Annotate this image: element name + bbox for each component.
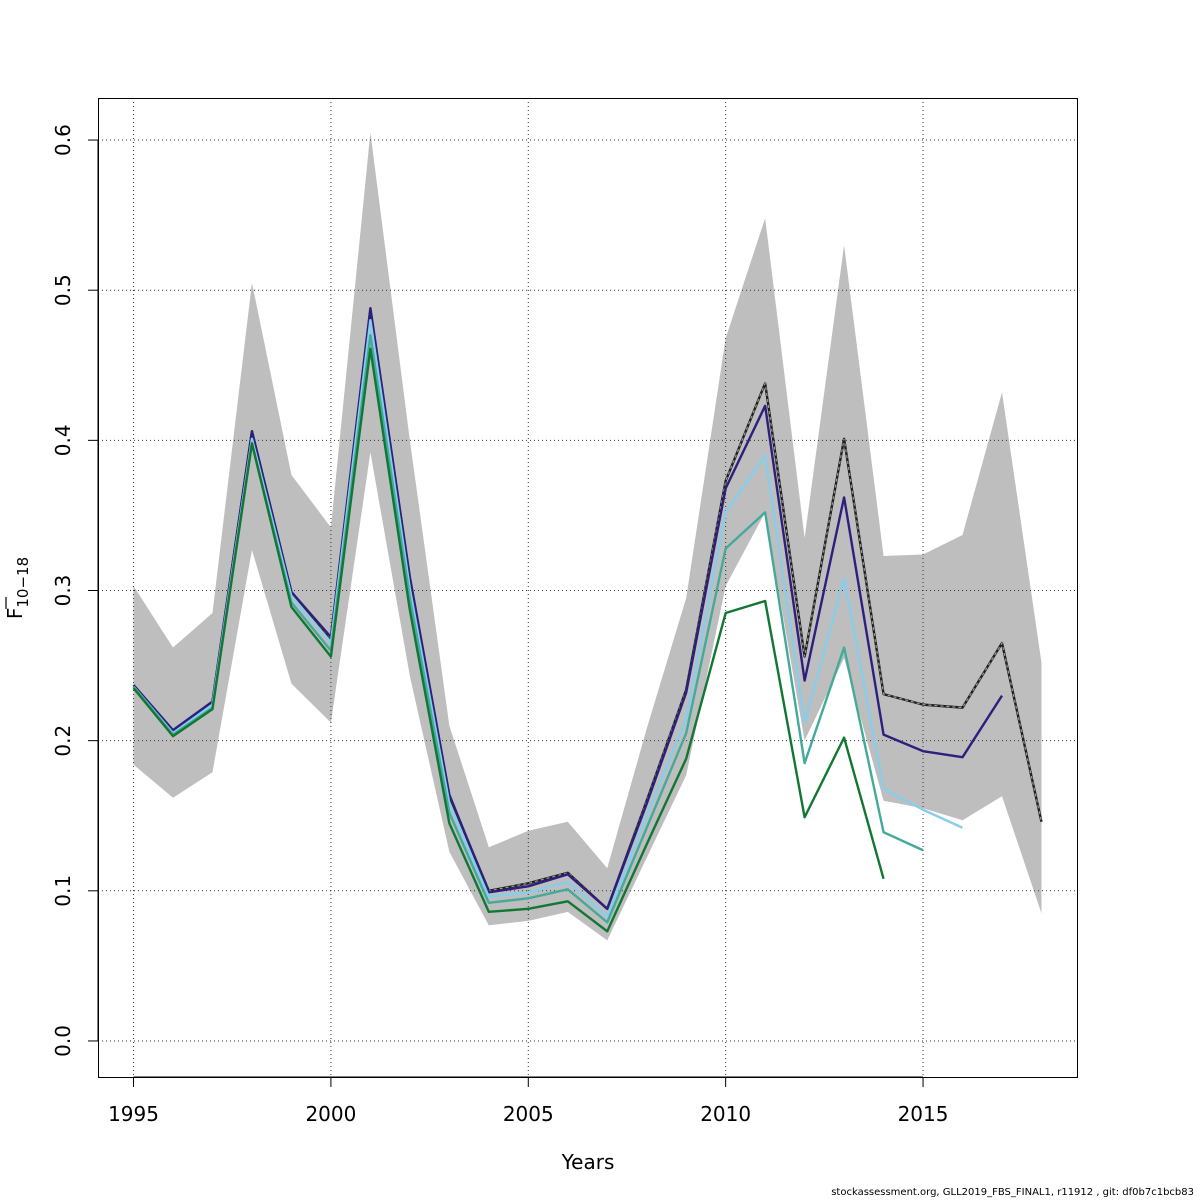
x-axis-title: Years bbox=[561, 1150, 615, 1174]
confidence-band bbox=[133, 132, 1042, 941]
series-line-5 bbox=[132, 347, 885, 933]
confidence-band-layer bbox=[133, 132, 1042, 941]
y-axis-title-main: F bbox=[3, 608, 27, 620]
y-tick-label: 0.1 bbox=[51, 875, 75, 907]
y-tick-label: 0.6 bbox=[51, 124, 75, 156]
y-tick-label: 0.3 bbox=[51, 575, 75, 607]
x-tick-label: 2005 bbox=[503, 1102, 554, 1126]
y-tick-label: 0.0 bbox=[51, 1025, 75, 1057]
series-line-3 bbox=[132, 319, 964, 918]
y-axis-title: F10−18 bbox=[3, 557, 32, 619]
x-tick-label: 1995 bbox=[108, 1102, 159, 1126]
footer-caption: stockassessment.org, GLL2019_FBS_FINAL1,… bbox=[831, 1187, 1194, 1198]
y-axis-title-sub: 10−18 bbox=[14, 557, 32, 608]
series-layer bbox=[132, 307, 1043, 933]
svg-text:F10−18: F10−18 bbox=[3, 557, 32, 619]
series-line-2 bbox=[132, 307, 1004, 911]
y-tick-label: 0.2 bbox=[51, 725, 75, 757]
x-tick-label: 2015 bbox=[898, 1102, 949, 1126]
y-tick-label: 0.4 bbox=[51, 424, 75, 456]
x-tick-label: 2010 bbox=[700, 1102, 751, 1126]
x-tick-label: 2000 bbox=[305, 1102, 356, 1126]
y-tick-label: 0.5 bbox=[51, 274, 75, 306]
axes-layer: 1995 2000 2005 2010 2015 0.0 0.1 0.2 0.3 0.4 0.5 0.… bbox=[51, 124, 948, 1126]
